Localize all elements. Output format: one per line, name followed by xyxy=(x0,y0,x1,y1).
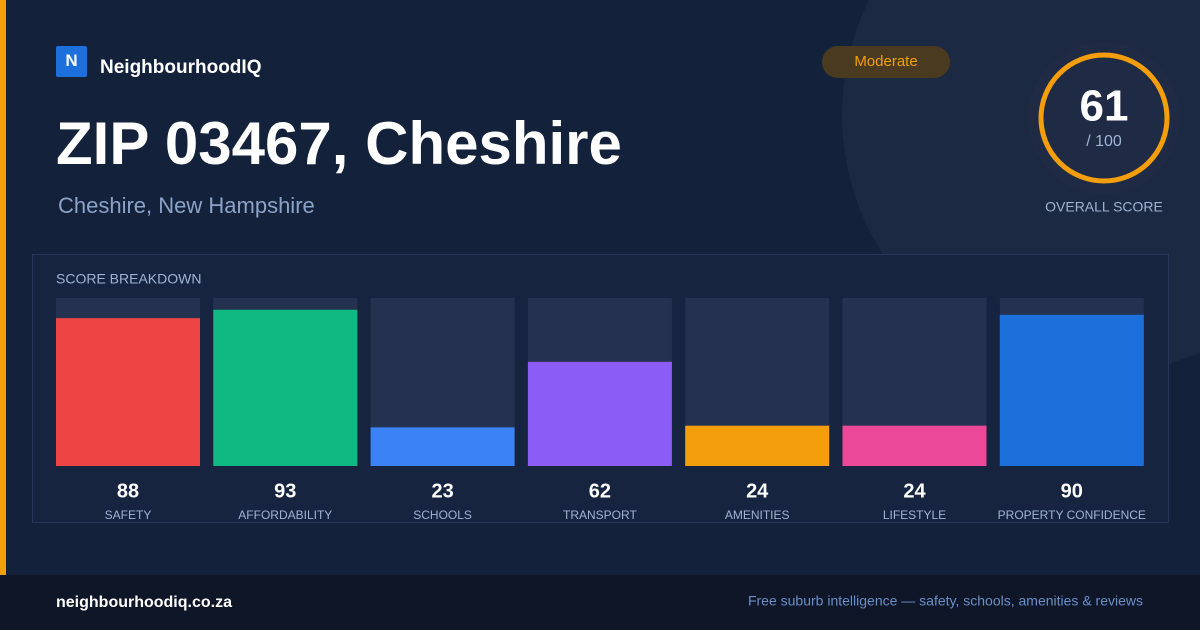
footer-site: neighbourhoodiq.co.za xyxy=(56,594,232,611)
overall-label: OVERALL SCORE xyxy=(1045,199,1163,215)
brand-name: NeighbourhoodIQ xyxy=(100,57,261,78)
subtitle: Cheshire, New Hampshire xyxy=(58,193,315,218)
category-label: PROPERTY CONFIDENCE xyxy=(998,508,1146,522)
gauge-ring xyxy=(1038,52,1170,184)
footer xyxy=(0,575,1200,630)
value-label: 88 xyxy=(117,480,139,502)
category-label: SAFETY xyxy=(105,508,152,522)
value-label: 24 xyxy=(746,480,769,502)
bar-group: 88 SAFETY 93 AFFORDABILITY 23 SCHOOLS 62 TRANSP… xyxy=(56,298,1146,522)
bar xyxy=(56,318,200,466)
category-label: SCHOOLS xyxy=(413,508,472,522)
logo-letter: N xyxy=(65,51,77,70)
value-label: 93 xyxy=(274,480,296,502)
logo xyxy=(56,46,87,77)
badge xyxy=(822,46,950,78)
badge-text: Moderate xyxy=(854,53,917,70)
category-label: TRANSPORT xyxy=(563,508,637,522)
chart-title: SCORE BREAKDOWN xyxy=(56,271,201,287)
value-label: 23 xyxy=(431,480,453,502)
bar xyxy=(685,425,830,466)
bar xyxy=(527,361,672,466)
title: ZIP 03467, Cheshire xyxy=(56,110,622,177)
category-label: AMENITIES xyxy=(725,508,790,522)
accent-stripe xyxy=(0,0,6,575)
bar xyxy=(370,427,515,466)
overall-max: / 100 xyxy=(1086,133,1122,150)
category-label: AFFORDABILITY xyxy=(238,508,332,522)
value-label: 62 xyxy=(589,480,611,502)
bar xyxy=(842,425,987,466)
bar xyxy=(213,309,358,466)
value-label: 24 xyxy=(903,480,926,502)
gauge-bg xyxy=(1028,42,1180,194)
category-label: LIFESTYLE xyxy=(883,508,946,522)
value-label: 90 xyxy=(1061,480,1083,502)
overall-score: 61 xyxy=(1080,82,1129,131)
footer-tagline: Free suburb intelligence — safety, schoo… xyxy=(748,593,1143,609)
bar xyxy=(999,314,1144,466)
